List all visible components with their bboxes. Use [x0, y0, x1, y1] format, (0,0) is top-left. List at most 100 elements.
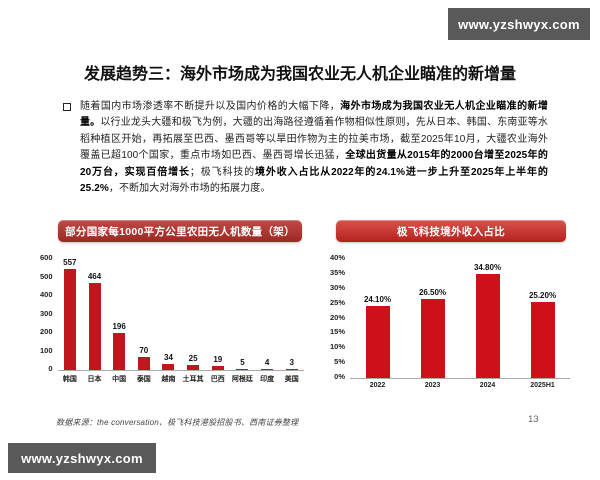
bar-value-label: 70	[139, 345, 149, 355]
x-tick-label: 中国	[112, 376, 127, 383]
y-tick-label: 15%	[330, 327, 346, 337]
paragraph-segment: ，不断加大对海外市场的拓展力度。	[108, 183, 271, 195]
x-tick-label: 2023	[424, 382, 441, 389]
plot-wrap: 24.10% 26.50% 34.80% 25.20% 2022 2023 2024 202…	[350, 258, 570, 389]
watermark-top-right: www.yzshwyx.com	[448, 8, 590, 40]
bar-value-label: 26.50%	[418, 287, 447, 297]
y-tick-label: 25%	[330, 297, 346, 307]
charts-row: 部分国家每1000平方公里农田无人机数量（架） 600 500 400 300 200 1…	[40, 220, 570, 389]
bar-group: 34	[156, 258, 181, 370]
x-tick-label: 印度	[260, 376, 275, 383]
y-tick-label: 35%	[330, 267, 346, 277]
paragraph-segment: 以行业龙头大疆和极飞为例，大疆的出海路径遵循着作物相似性原则，先从日本、韩国、东…	[80, 117, 548, 162]
x-tick-label: 巴西	[210, 376, 225, 383]
bar-value-label: 196	[112, 322, 126, 332]
bar-value-label: 464	[87, 272, 102, 282]
y-tick-label: 600	[40, 253, 53, 262]
plot-wrap: 557 464 196 70 34 25 19 5 4 3 韩国 日本 中国 泰国 越南 土耳其 巴西 阿根廷印…	[57, 258, 304, 384]
bar-value-label: 3	[289, 358, 294, 367]
square-bullet-icon	[63, 103, 71, 111]
x-tick-label: 韩国	[62, 376, 77, 383]
bar-group: 25.20%	[515, 258, 570, 378]
watermark-bottom-left: www.yzshwyx.com	[8, 443, 156, 473]
paragraph-segment: 随着国内市场渗透率不断提升以及国内价格的大幅下降，	[80, 101, 341, 112]
bar-group: 70	[131, 258, 156, 370]
x-tick-label: 2024	[479, 382, 496, 389]
x-tick-label: 美国	[284, 376, 299, 383]
bar	[475, 273, 500, 378]
y-tick-label: 300	[40, 308, 53, 318]
bar-value-label: 4	[264, 358, 270, 367]
y-tick-label: 400	[40, 290, 53, 299]
y-axis-drone-density: 600 500 400 300 200 100 0	[40, 253, 58, 373]
x-tick-label: 阿根廷	[231, 376, 253, 383]
y-tick-label: 500	[40, 271, 53, 281]
bar-value-label: 19	[213, 355, 223, 365]
bar-value-label: 24.10%	[363, 294, 392, 304]
bar-group: 196	[107, 258, 132, 370]
x-axis-labels-drone-density: 韩国 日本 中国 泰国 越南 土耳其 巴西 阿根廷 印度 美国	[58, 374, 304, 384]
chart-area-overseas-revenue: 40% 35% 30% 25% 20% 15% 10% 5% 0% 24.10% 26.50% 34…	[330, 253, 570, 389]
bar	[162, 363, 175, 370]
bar-group: 24.10%	[350, 258, 405, 378]
y-tick-label: 0	[48, 364, 53, 373]
bar-value-label: 25.20%	[528, 291, 557, 301]
bar-value-label: 34	[164, 352, 173, 362]
paragraph-segment: 境外收入占比从2022年的24.1%进一步上升至2025年上半年的25.2%	[80, 166, 548, 195]
page-number: 13	[528, 414, 539, 425]
bar	[187, 365, 200, 370]
bar-group: 34.80%	[460, 258, 515, 378]
bar-group: 3	[279, 258, 304, 370]
bar	[236, 369, 249, 370]
bar	[420, 298, 445, 378]
bar	[113, 333, 126, 370]
x-tick-label: 土耳其	[182, 376, 204, 383]
bar-group: 19	[205, 258, 230, 370]
x-tick-label: 2022	[369, 382, 386, 389]
x-axis-labels-overseas-revenue: 2022 2023 2024 2025H1	[350, 382, 570, 389]
x-tick-label: 日本	[87, 376, 102, 383]
y-tick-label: 200	[40, 327, 53, 336]
bar-group: 5	[230, 258, 255, 370]
bar-value-label: 34.80%	[473, 262, 502, 272]
x-tick-label: 2025H1	[530, 382, 555, 389]
bar-group: 26.50%	[405, 258, 460, 378]
bar	[63, 269, 76, 370]
y-axis-overseas-revenue: 40% 35% 30% 25% 20% 15% 10% 5% 0%	[330, 253, 350, 381]
bar	[88, 283, 101, 370]
paragraph-segment: ；极飞科技的	[189, 166, 256, 178]
bar-value-label: 557	[63, 258, 77, 267]
x-tick-label: 泰国	[136, 376, 151, 383]
plot-overseas-revenue: 24.10% 26.50% 34.80% 25.20%	[350, 258, 570, 379]
bar-value-label: 5	[240, 358, 245, 367]
chart-area-drone-density: 600 500 400 300 200 100 0 557 464 196 70 34 25 19 5 4 3…	[40, 253, 304, 384]
bar-group: 557	[58, 258, 83, 370]
bar-group: 4	[255, 258, 280, 370]
bar-group: 464	[82, 258, 107, 370]
bar	[211, 366, 224, 370]
y-tick-label: 10%	[330, 342, 346, 352]
chart-title-overseas-revenue: 极飞科技境外收入占比	[336, 220, 566, 242]
bar	[285, 369, 298, 370]
y-tick-label: 40%	[330, 253, 346, 262]
bar	[365, 305, 390, 378]
bar-value-label: 25	[188, 354, 198, 364]
bar	[530, 302, 555, 378]
body-paragraph: 随着国内市场渗透率不断提升以及国内价格的大幅下降，海外市场成为我国农业无人机企业…	[80, 99, 548, 197]
bar	[137, 356, 150, 370]
body-text-block: 随着国内市场渗透率不断提升以及国内价格的大幅下降，海外市场成为我国农业无人机企业…	[62, 99, 548, 197]
y-tick-label: 5%	[334, 357, 346, 367]
data-source-note: 数据来源：the conversation、极飞科技港股招股书、西南证券整理	[56, 418, 299, 427]
paragraph-segment: 海外市场成为我国农业无人机企业瞄准的新增量。	[80, 101, 549, 129]
chart-panel-drone-density: 部分国家每1000平方公里农田无人机数量（架） 600 500 400 300 200 1…	[40, 220, 304, 389]
chart-panel-overseas-revenue: 极飞科技境外收入占比 40% 35% 30% 25% 20% 15% 10% 5% 0% 24.…	[330, 220, 570, 389]
plot-drone-density: 557 464 196 70 34 25 19 5 4 3	[57, 258, 304, 371]
paragraph-segment: 全球出货量从2015年的2000台增至2025年的20万台，实现百倍增长	[80, 150, 548, 178]
y-tick-label: 0%	[334, 372, 346, 381]
x-tick-label: 越南	[161, 376, 176, 383]
page-title: 发展趋势三：海外市场成为我国农业无人机企业瞄准的新增量	[83, 66, 516, 83]
y-tick-label: 20%	[330, 312, 346, 322]
bar	[261, 369, 274, 370]
y-tick-label: 30%	[330, 282, 346, 292]
